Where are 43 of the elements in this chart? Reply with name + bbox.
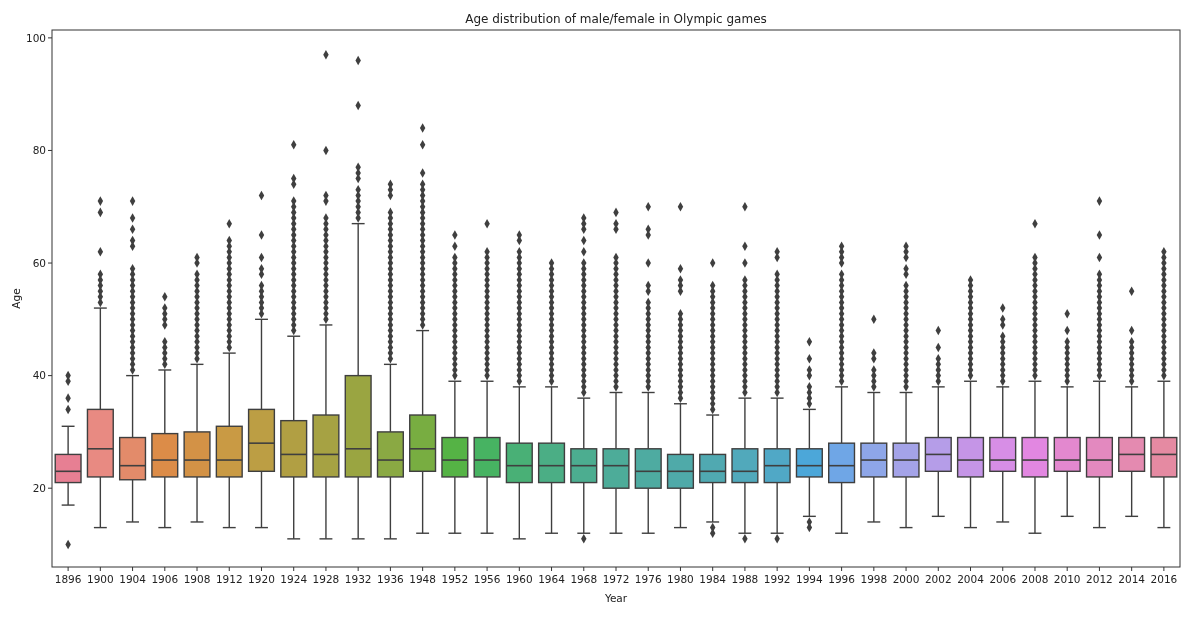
x-tick-label: 1948	[409, 573, 436, 585]
y-axis-title: Age	[10, 288, 22, 309]
x-tick-label: 1960	[505, 573, 533, 585]
x-axis-title: Year	[603, 592, 628, 604]
x-tick-label: 1998	[860, 573, 888, 585]
x-tick-label: 1968	[570, 573, 598, 585]
x-tick-label: 1932	[344, 573, 372, 585]
x-tick-label: 1924	[280, 573, 308, 585]
x-tick-label: 2008	[1021, 573, 1049, 585]
x-tick-label: 1996	[828, 573, 856, 585]
x-tick-label: 1920	[248, 573, 275, 585]
x-tick-label: 2004	[957, 573, 985, 585]
x-tick-label: 2012	[1086, 573, 1113, 585]
x-tick-label: 1964	[538, 573, 566, 585]
x-tick-label: 1988	[731, 573, 759, 585]
x-tick-label: 1896	[54, 573, 82, 585]
x-tick-label: 2002	[924, 573, 952, 585]
chart-title: Age distribution of male/female in Olympic games	[465, 12, 767, 26]
x-tick-label: 1976	[634, 573, 662, 585]
x-tick-label: 1972	[602, 573, 630, 585]
x-tick-label: 1984	[699, 573, 727, 585]
x-tick-label: 1904	[119, 573, 147, 585]
x-tick-label: 2010	[1053, 573, 1081, 585]
x-tick-label: 1912	[215, 573, 243, 585]
x-tick-label: 1994	[796, 573, 824, 585]
x-tick-label: 1956	[473, 573, 501, 585]
x-tick-label: 1952	[441, 573, 469, 585]
x-tick-label: 2006	[989, 573, 1017, 585]
x-tick-label: 1928	[312, 573, 340, 585]
y-tick-label: 60	[32, 256, 46, 269]
x-tick-label: 2016	[1150, 573, 1178, 585]
x-tick-label: 1900	[86, 573, 114, 585]
x-tick-label: 1908	[183, 573, 211, 585]
y-tick-label: 100	[25, 31, 46, 44]
y-tick-label: 20	[32, 481, 46, 494]
x-tick-label: 1936	[377, 573, 405, 585]
x-tick-label: 1906	[151, 573, 179, 585]
x-tick-label: 2014	[1118, 573, 1146, 585]
y-tick-label: 80	[32, 144, 46, 157]
y-tick-label: 40	[32, 369, 46, 382]
x-tick-label: 1992	[763, 573, 791, 585]
x-tick-label: 1980	[667, 573, 694, 585]
x-tick-label: 2000	[892, 573, 920, 585]
